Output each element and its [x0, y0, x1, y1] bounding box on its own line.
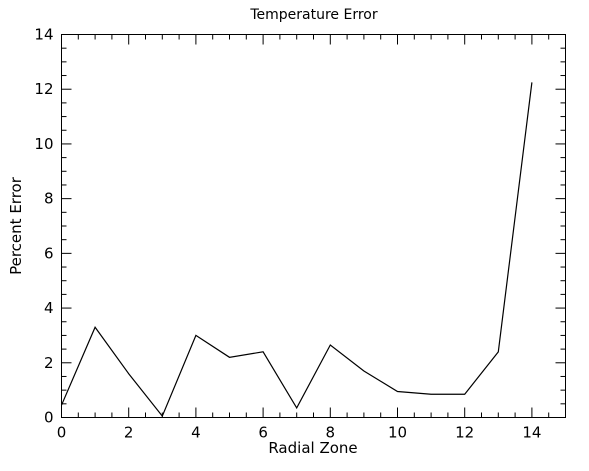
y-tick-label: 10 — [34, 135, 53, 153]
x-tick-label: 12 — [455, 424, 474, 442]
x-tick-label: 10 — [388, 424, 407, 442]
x-tick-label: 2 — [124, 424, 134, 442]
x-tick-label: 4 — [191, 424, 201, 442]
series-line — [62, 82, 532, 416]
y-tick-label: 12 — [34, 80, 53, 98]
x-axis-title: Radial Zone — [268, 439, 357, 457]
y-tick-label: 14 — [34, 26, 53, 44]
y-tick-label: 0 — [44, 409, 54, 427]
y-tick-label: 6 — [44, 244, 54, 262]
x-tick-label: 0 — [57, 424, 67, 442]
y-axis-title: Percent Error — [7, 176, 25, 275]
x-tick-label: 14 — [522, 424, 541, 442]
y-tick-label: 2 — [44, 354, 54, 372]
y-tick-labels: 0 2 4 6 8 10 12 14 — [34, 26, 53, 427]
x-tick-label: 6 — [258, 424, 268, 442]
y-tick-label: 8 — [44, 190, 54, 208]
y-tick-label: 4 — [44, 299, 54, 317]
axis-ticks — [62, 35, 566, 418]
chart-title: Temperature Error — [249, 7, 378, 23]
plot-frame — [62, 35, 566, 418]
